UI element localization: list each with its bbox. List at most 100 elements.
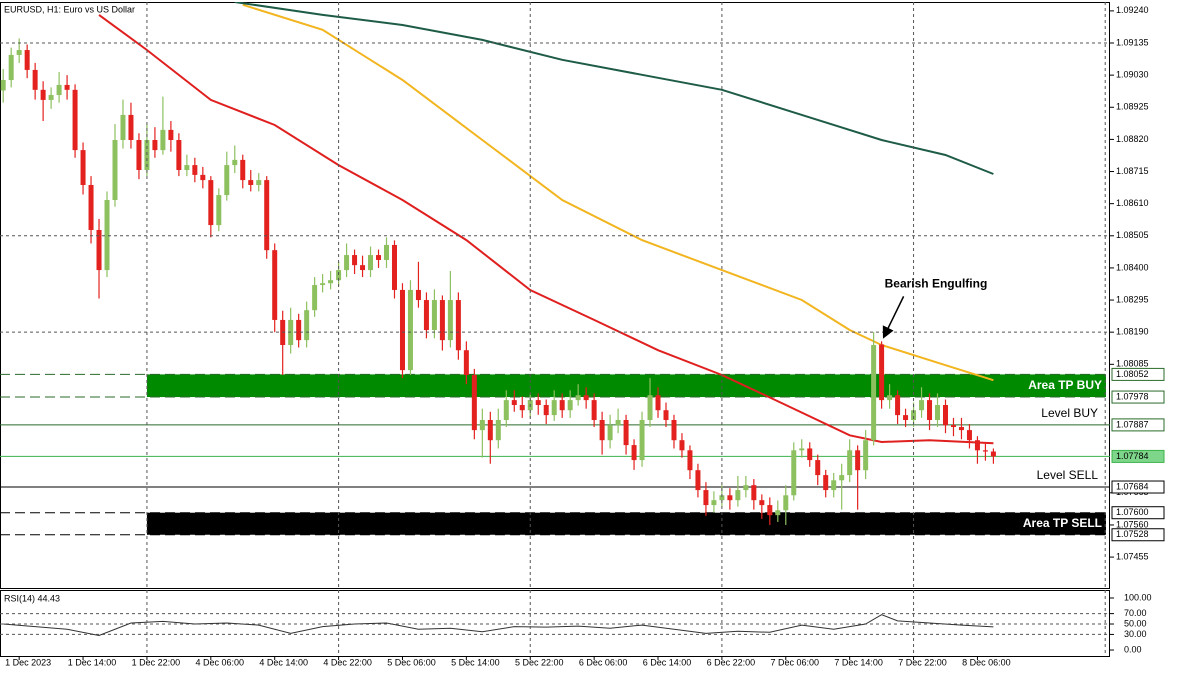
rsi-tick-label: 70.00 [1124,608,1147,618]
candle-body [847,450,853,476]
candle-body [384,244,390,260]
candle-body [663,410,669,421]
candle-body [823,475,829,491]
candle-body [423,300,429,331]
x-tick-label: 6 Dec 06:00 [579,657,628,667]
candle-body [216,195,222,226]
candle-body [24,50,30,70]
candle-body [136,140,142,170]
y-tick-label: 1.08505 [1116,230,1149,240]
candle-body [639,420,645,461]
candle-body [990,451,996,457]
candle-body [208,180,214,226]
candle-body [727,495,733,501]
candle-body [935,405,941,421]
candle-body [974,440,980,451]
y-tick-label: 1.09135 [1116,37,1149,47]
zone-label: Area TP SELL [1023,516,1102,530]
candle-body [128,114,134,141]
plot-frame [0,2,1110,589]
zone [146,374,1107,398]
level-box [1111,449,1165,463]
candle-body [839,475,845,481]
level-price: 1.07684 [1116,481,1149,491]
x-tick-label: 7 Dec 06:00 [771,657,820,667]
candle-body [16,50,22,55]
candle-body [368,255,374,271]
candle-body [535,400,541,406]
candle-body [559,400,565,411]
level-price: 1.08052 [1116,369,1149,379]
level-name: Level SELL [1037,468,1099,482]
candle-body [887,395,893,401]
candle-body [344,255,350,271]
candle-body [463,350,469,376]
candle-body [72,89,78,151]
candle-body [296,319,302,341]
candle-body [855,450,861,471]
level-price: 1.07528 [1116,529,1149,539]
candle-body [336,270,342,281]
rsi-title: RSI(14) 44.43 [4,593,60,603]
x-tick-label: 5 Dec 06:00 [387,657,436,667]
candle-body [735,490,741,501]
x-tick-label: 5 Dec 14:00 [451,657,500,667]
candle-body [248,180,254,185]
candle-body [687,450,693,471]
candle-body [903,415,909,421]
y-tick-label: 1.09240 [1116,5,1149,15]
candle-body [200,174,206,181]
candle-body [567,400,573,411]
candle-body [543,405,549,416]
candle-body [56,84,62,96]
rsi-tick-label: 30.00 [1124,629,1147,639]
x-tick-label: 5 Dec 22:00 [515,657,564,667]
candle-body [895,395,901,416]
candle-body [599,420,605,441]
candle-body [495,420,501,441]
annotation-arrow [882,296,905,339]
level-price: 1.07978 [1116,391,1149,401]
candle-body [799,448,805,451]
x-tick-label: 1 Dec 22:00 [132,657,181,667]
candle-body [647,395,653,421]
y-tick-label: 1.08715 [1116,166,1149,176]
rsi-frame [0,590,1110,657]
y-tick-label: 1.08610 [1116,198,1149,208]
candle-body [415,289,421,301]
y-tick-label: 1.07455 [1116,551,1149,561]
candle-body [112,140,118,200]
candle-body [88,184,94,230]
level-box [1111,418,1165,432]
moving-average [234,2,994,175]
candle-body [511,400,517,406]
x-tick-label: 4 Dec 22:00 [323,657,372,667]
candle-body [232,159,238,166]
candle-body [224,165,230,196]
candle-body [775,510,781,516]
candle-body [64,84,70,90]
rsi-pane [0,613,1110,637]
candle-body [743,485,749,491]
candle-body [40,89,46,100]
candle-body [950,425,956,428]
y-tick-label: 1.08295 [1116,294,1149,304]
candle-body [176,140,182,170]
candle-body [783,495,789,511]
candle-body [703,490,709,506]
candle-body [519,405,525,411]
candle-body [863,440,869,471]
candle-body [919,400,925,411]
x-tick-label: 6 Dec 22:00 [707,657,756,667]
candle-body [927,400,933,421]
candle-body [192,165,198,175]
y-tick-label: 1.08085 [1116,359,1149,369]
x-tick-label: 8 Dec 06:00 [962,657,1011,667]
candle-body [655,395,661,411]
level-box [1111,480,1165,494]
candle-body [575,395,581,401]
candle-body [352,255,358,266]
candle-body [104,199,110,271]
level-box [1111,390,1165,404]
